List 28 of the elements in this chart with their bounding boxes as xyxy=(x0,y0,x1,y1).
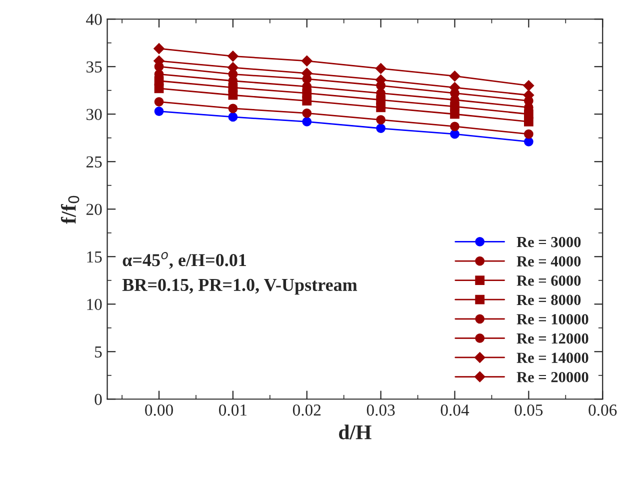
annotation: BR=0.15, PR=1.0, V-Upstream xyxy=(122,278,358,295)
y-tick-label: 0 xyxy=(94,394,102,406)
legend-label: Re = 20000 xyxy=(516,372,588,382)
y-tick-label: 35 xyxy=(86,61,102,73)
x-tick-label: 0.02 xyxy=(292,404,321,416)
x-tick-label: 0.03 xyxy=(366,404,395,416)
legend-label: Re = 14000 xyxy=(516,352,588,363)
legend-label: Re = 8000 xyxy=(516,294,581,306)
legend-label: Re = 6000 xyxy=(516,275,581,286)
y-axis-title: f/f$_{0}$ xyxy=(60,196,80,224)
x-tick-label: 0.01 xyxy=(219,404,247,416)
y-tick-label: 30 xyxy=(86,108,102,120)
annotation: α=45$^{o}$, e/H=0.01 xyxy=(122,252,246,269)
x-tick-label: 0.05 xyxy=(514,404,543,416)
y-tick-label: 25 xyxy=(86,156,102,168)
x-tick-label: 0.06 xyxy=(588,404,617,416)
y-tick-label: 40 xyxy=(86,14,102,26)
legend-label: Re = 10000 xyxy=(516,314,588,324)
x-axis-title: d/H xyxy=(338,424,372,440)
legend-label: Re = 3000 xyxy=(516,236,581,248)
y-tick-label: 10 xyxy=(87,298,102,310)
y-tick-label: 15 xyxy=(87,251,102,263)
x-tick-label: 0.00 xyxy=(145,404,173,416)
y-tick-label: 20 xyxy=(86,204,102,216)
legend-label: Re = 4000 xyxy=(516,256,581,267)
x-tick-label: 0.04 xyxy=(440,404,470,416)
legend-label: Re = 12000 xyxy=(516,333,588,344)
y-tick-label: 5 xyxy=(95,346,102,358)
